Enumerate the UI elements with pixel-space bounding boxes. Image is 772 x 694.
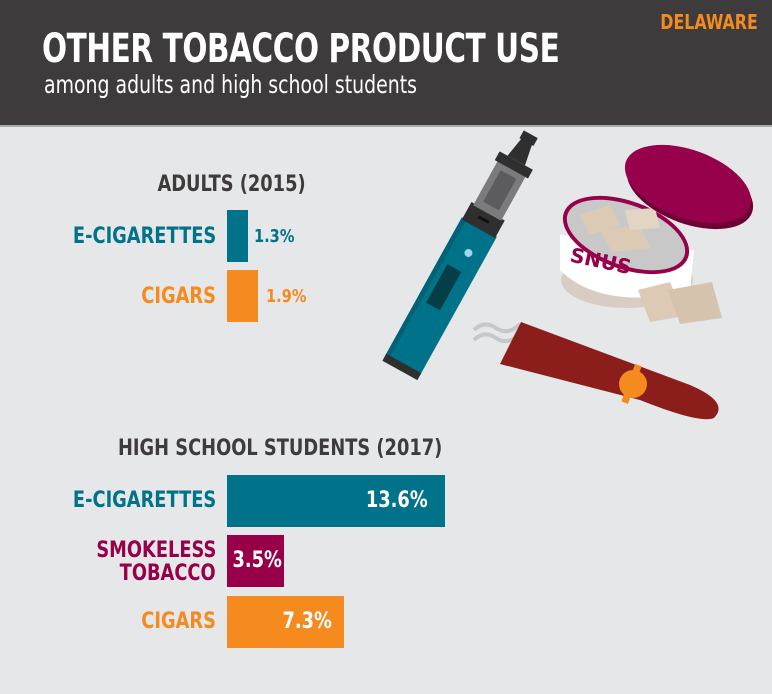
- hs-ecig-bar: [227, 475, 445, 527]
- hs-cigars-label: CIGARS: [141, 609, 216, 634]
- hs-ecig-label: E-CIGARETTES: [72, 488, 216, 513]
- header-banner: DELAWARE OTHER TOBACCO PRODUCT USE among…: [0, 0, 772, 127]
- page-title: OTHER TOBACCO PRODUCT USE: [42, 26, 560, 72]
- state-label: DELAWARE: [660, 10, 758, 34]
- adults-ecig-value: 1.3%: [254, 226, 295, 247]
- hs-smokeless-bar: [227, 535, 284, 587]
- cigar-icon: [500, 322, 719, 420]
- adults-ecig-label: E-CIGARETTES: [72, 224, 216, 249]
- hs-cigars-bar: [227, 596, 344, 648]
- hs-smokeless-label-line1: SMOKELESS: [96, 538, 216, 563]
- section-title-adults: ADULTS (2015): [157, 172, 306, 197]
- page-subtitle: among adults and high school students: [44, 70, 417, 99]
- adults-cigars-label: CIGARS: [141, 284, 216, 309]
- adults-cigars-bar: [227, 270, 258, 322]
- hs-cigars-value: 7.3%: [282, 609, 332, 634]
- hs-smokeless-value: 3.5%: [232, 548, 282, 573]
- hs-ecig-value: 13.6%: [366, 488, 428, 513]
- adults-ecig-bar: [227, 210, 248, 262]
- e-cigarette-icon: [382, 130, 538, 381]
- hs-smokeless-label-line2: TOBACCO: [120, 561, 216, 586]
- section-title-high-school: HIGH SCHOOL STUDENTS (2017): [117, 436, 442, 461]
- adults-cigars-value: 1.9%: [266, 286, 307, 307]
- snus-tin-icon: SNUS: [560, 144, 754, 324]
